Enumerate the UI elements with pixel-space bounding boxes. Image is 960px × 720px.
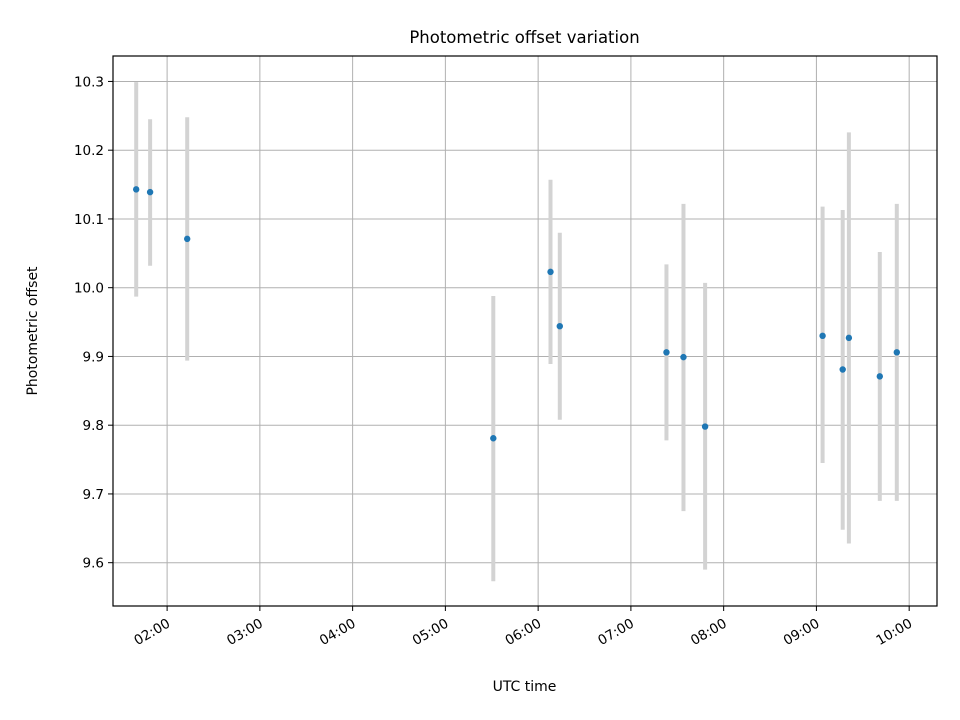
y-tick-label: 9.6 (83, 556, 104, 572)
data-point (132, 186, 140, 193)
data-point (893, 349, 901, 356)
data-point (556, 322, 563, 330)
data-point (547, 268, 554, 276)
data-point (146, 188, 154, 196)
data-point (876, 373, 883, 380)
data-point (490, 435, 497, 442)
y-tick-label: 10.1 (74, 212, 104, 228)
y-tick-label: 10.0 (74, 281, 104, 297)
data-point (680, 353, 687, 361)
chart-title: Photometric offset variation (409, 28, 639, 47)
data-point (845, 334, 853, 342)
y-tick-label: 9.7 (83, 487, 104, 503)
data-points (132, 186, 901, 442)
y-tick-label: 9.8 (83, 418, 104, 434)
y-axis-ticks: 9.6 9.7 9.8 9.9 10.0 10.1 10.2 10.3 (74, 74, 113, 572)
data-point (819, 332, 826, 340)
x-axis-label: UTC time (493, 679, 557, 695)
grid (113, 56, 937, 606)
plot-frame (112, 55, 938, 607)
y-tick-label: 9.9 (83, 349, 104, 365)
data-point (701, 423, 709, 430)
data-point (839, 366, 846, 373)
y-tick-label: 10.2 (74, 143, 104, 159)
data-point (663, 349, 670, 356)
data-point (184, 235, 191, 243)
y-axis-label: Photometric offset (25, 266, 41, 396)
y-tick-label: 10.3 (74, 74, 104, 90)
